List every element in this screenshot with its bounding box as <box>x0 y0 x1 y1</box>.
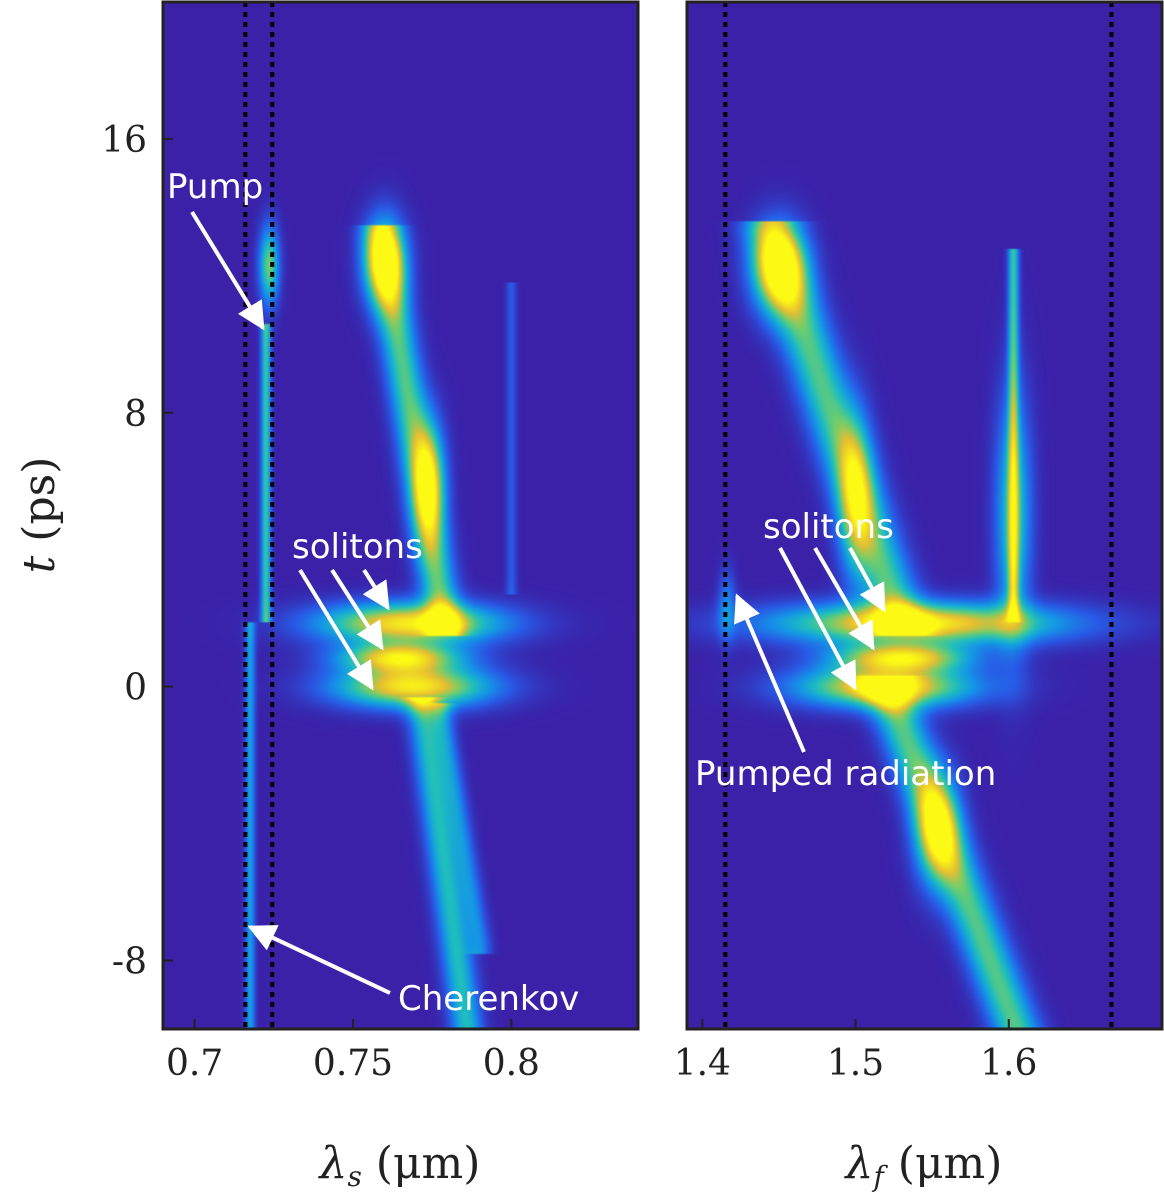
arrow-pump <box>190 210 265 331</box>
arrow-soliton-left-3 <box>298 568 374 691</box>
y-axis-label: t (ps) <box>14 457 65 574</box>
left-y-tick-label: 16 <box>101 120 147 161</box>
annotation-pump: Pump <box>167 167 263 207</box>
left-y-ticks: -8 0 8 16 <box>101 120 173 983</box>
left-y-tick-label: 8 <box>124 394 147 435</box>
left-x-axis-label: λs (μm) <box>318 1138 481 1193</box>
left-dotted-lines <box>243 2 275 1029</box>
arrow-soliton-right-1 <box>848 547 886 613</box>
annotation-pumped-radiation: Pumped radiation <box>695 754 996 794</box>
arrow-soliton-left-2 <box>330 568 384 651</box>
left-x-tick-label: 0.8 <box>483 1043 540 1084</box>
right-dotted-lines <box>723 2 1114 1029</box>
arrow-soliton-right-3 <box>778 547 857 691</box>
left-heatmap-image <box>163 2 638 1029</box>
left-x-tick-label: 0.7 <box>166 1043 223 1084</box>
annotation-solitons-left: solitons <box>292 527 423 567</box>
right-plot-frame <box>685 0 1164 1031</box>
right-heatmap-image <box>687 2 1162 1029</box>
left-panel: 0.7 0.75 0.8 -8 0 8 16 Pump Cherenkov soliton… <box>101 0 640 1084</box>
left-x-ticks: 0.7 0.75 0.8 <box>166 1019 540 1084</box>
arrow-soliton-left-1 <box>362 568 390 611</box>
left-y-tick-label: 0 <box>124 668 147 709</box>
arrow-cherenkov <box>247 925 391 995</box>
arrow-pumped-radiation <box>734 593 806 753</box>
right-x-tick-label: 1.5 <box>827 1043 884 1084</box>
right-x-tick-label: 1.6 <box>980 1043 1037 1084</box>
annotation-solitons-right: solitons <box>763 507 894 547</box>
right-x-axis-label: λf (μm) <box>844 1138 1003 1193</box>
annotation-cherenkov: Cherenkov <box>398 979 579 1019</box>
right-x-tick-label: 1.4 <box>674 1043 731 1084</box>
left-x-tick-label: 0.75 <box>313 1043 393 1084</box>
right-x-ticks: 1.4 1.5 1.6 <box>674 1019 1037 1084</box>
right-panel: 1.4 1.5 1.6 solitons Pumped radiation <box>674 0 1164 1084</box>
arrow-soliton-right-2 <box>813 546 875 651</box>
left-plot-frame <box>161 0 640 1031</box>
left-y-tick-label: -8 <box>112 942 147 983</box>
